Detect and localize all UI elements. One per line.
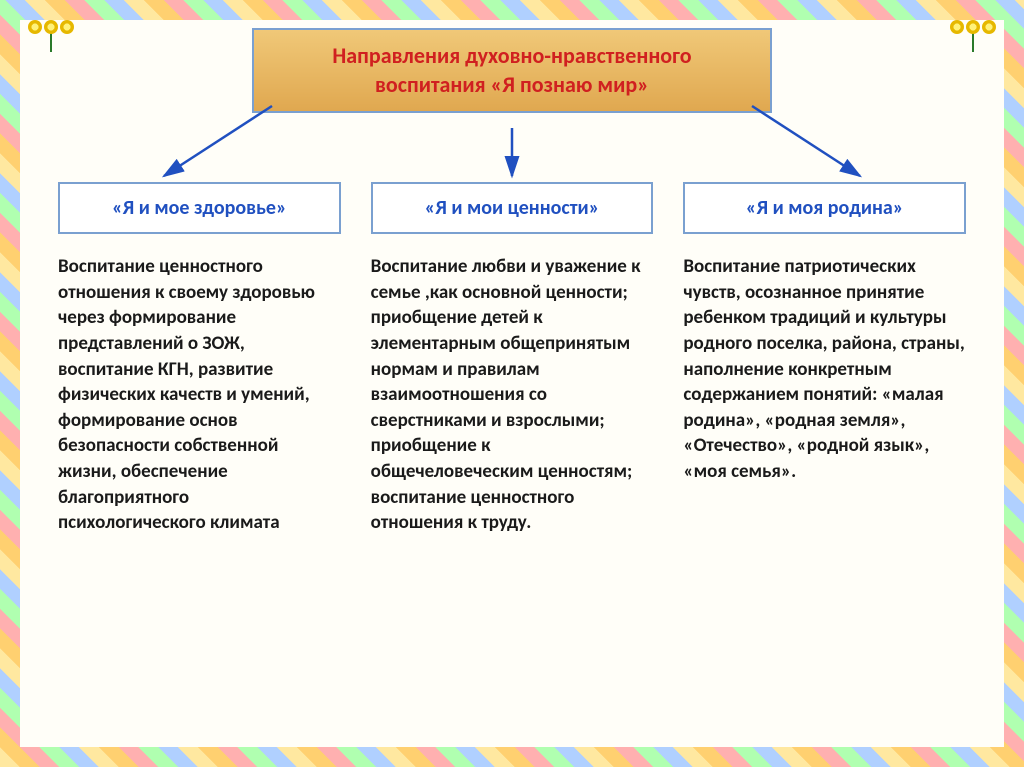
desc-health: Воспитание ценностного отношения к своем… [58, 254, 341, 729]
desc-homeland: Воспитание патриотических чувств, осозна… [683, 254, 966, 729]
title-line-2: воспитания «Я познаю мир» [375, 71, 649, 98]
flower-decoration-right [950, 20, 996, 52]
branch-node-homeland: «Я и моя родина» [683, 182, 966, 234]
descriptions-row: Воспитание ценностного отношения к своем… [58, 254, 966, 729]
flower-decoration-left [28, 20, 74, 52]
branch-node-health: «Я и мое здоровье» [58, 182, 341, 234]
desc-values: Воспитание любви и уважение к семье ,как… [371, 254, 654, 729]
branch-labels-row: «Я и мое здоровье» «Я и мои ценности» «Я… [58, 182, 966, 234]
title-line-1: Направления духовно-нравственного [332, 42, 691, 69]
diagram-content: Направления духовно-нравственного воспит… [28, 28, 996, 739]
branch-node-values: «Я и мои ценности» [371, 182, 654, 234]
root-node: Направления духовно-нравственного воспит… [252, 28, 772, 113]
arrow-left [164, 106, 272, 176]
arrow-right [752, 106, 860, 176]
